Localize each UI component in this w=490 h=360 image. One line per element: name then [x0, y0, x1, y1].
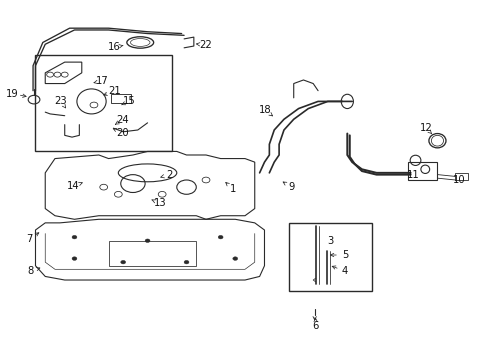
- Text: 9: 9: [288, 182, 294, 192]
- Text: 4: 4: [342, 266, 348, 276]
- Text: 23: 23: [54, 96, 67, 107]
- Text: 19: 19: [6, 89, 19, 99]
- Text: 8: 8: [27, 266, 34, 276]
- Circle shape: [90, 102, 98, 108]
- Text: 21: 21: [108, 86, 121, 96]
- Text: 3: 3: [327, 236, 333, 246]
- Bar: [111, 94, 130, 103]
- Text: 6: 6: [313, 321, 319, 332]
- Circle shape: [233, 257, 238, 260]
- Circle shape: [72, 257, 77, 260]
- Text: 13: 13: [153, 198, 166, 208]
- Bar: [35, 55, 172, 152]
- Text: 2: 2: [166, 170, 172, 180]
- Text: 15: 15: [122, 96, 135, 107]
- Text: 16: 16: [108, 42, 121, 52]
- Bar: [289, 223, 372, 291]
- Text: 24: 24: [116, 115, 128, 125]
- Text: 11: 11: [407, 170, 419, 180]
- Circle shape: [72, 235, 77, 239]
- Bar: [408, 162, 438, 180]
- Circle shape: [184, 260, 189, 264]
- Text: 18: 18: [259, 105, 272, 115]
- Text: 1: 1: [230, 184, 236, 194]
- Text: 22: 22: [199, 40, 212, 50]
- Text: 17: 17: [97, 76, 109, 86]
- Circle shape: [121, 260, 125, 264]
- Text: 14: 14: [67, 181, 80, 191]
- Text: 5: 5: [342, 250, 348, 260]
- Text: 12: 12: [420, 123, 433, 133]
- Circle shape: [218, 235, 223, 239]
- Text: 20: 20: [116, 128, 128, 138]
- Text: 10: 10: [453, 175, 465, 185]
- Bar: [109, 241, 196, 266]
- Circle shape: [145, 239, 150, 243]
- Text: 7: 7: [26, 234, 33, 244]
